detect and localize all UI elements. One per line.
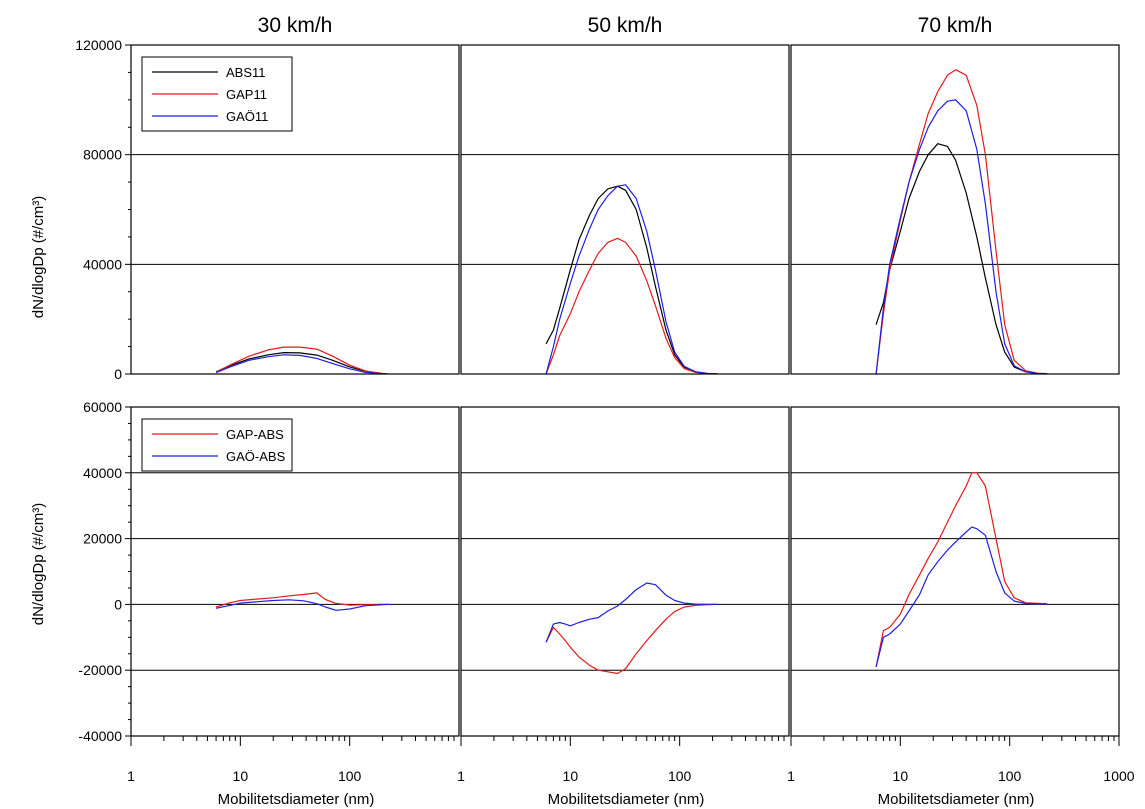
x-tick-label: 1 [457, 768, 465, 784]
legend-box [141, 418, 293, 472]
chart-panel-1: 30 km/h 0 40000 80000 120000 ABS11 GAP11 GAÖ11 [75, 14, 460, 382]
x-tick-label: 100 [338, 768, 362, 784]
y-axis-label-bottom: dN/dlogDp (#/cm³) [30, 503, 47, 626]
chart-panel-3: 70 km/h [790, 14, 1120, 375]
y-tick-label: 80000 [83, 147, 122, 163]
series-line-gaö11 [545, 184, 718, 375]
series-line-gap-abs [875, 472, 1048, 668]
panel-title: 30 km/h [258, 14, 333, 37]
chart-panel-5: 1 10 100 [457, 406, 790, 784]
chart-panel-6: 1 10 100 1000 [787, 406, 1135, 784]
series-line-gap-abs [545, 603, 718, 675]
series-line-gaö-abs [215, 599, 390, 611]
y-tick-label: 40000 [83, 465, 122, 481]
panel-title: 70 km/h [918, 14, 993, 37]
series-line-gaö11 [215, 354, 388, 375]
series-line-gap11 [545, 237, 718, 375]
plot-frame [460, 44, 790, 375]
x-axis-label-2: Mobilitetsdiameter (nm) [548, 791, 705, 808]
legend-label: GAP11 [226, 87, 267, 102]
y-tick-label: 60000 [83, 399, 122, 415]
series-line-abs11 [875, 143, 1048, 375]
x-tick-label: 100 [998, 768, 1022, 784]
series-line-gaö-abs [545, 582, 718, 643]
plot-frame [790, 44, 1120, 375]
y-tick-label: 0 [114, 366, 122, 382]
y-tick-label: 20000 [83, 531, 122, 547]
x-tick-label: 10 [563, 768, 579, 784]
plot-frame [460, 406, 790, 737]
y-tick-label: 120000 [75, 37, 122, 53]
y-tick-label: 0 [114, 596, 122, 612]
series-line-gap11 [215, 346, 388, 375]
x-tick-label: 1 [127, 768, 135, 784]
x-axis-label-1: Mobilitetsdiameter (nm) [218, 791, 375, 808]
panel-title: 50 km/h [588, 14, 663, 37]
y-axis-label-top: dN/dlogDp (#/cm³) [30, 196, 47, 319]
plot-frame [790, 406, 1120, 737]
x-tick-label: 1000 [1103, 768, 1134, 784]
x-tick-label: 100 [668, 768, 692, 784]
legend-label: GAÖ-ABS [226, 449, 286, 464]
x-tick-label: 10 [893, 768, 909, 784]
series-line-abs11 [545, 185, 718, 375]
legend-label: ABS11 [226, 65, 266, 80]
legend: ABS11 GAP11 GAÖ11 [141, 56, 293, 132]
chart-panel-2: 50 km/h [460, 14, 790, 375]
series-line-gap-abs [215, 592, 390, 608]
x-tick-label: 10 [233, 768, 249, 784]
series-line-gaö11 [875, 99, 1048, 375]
legend-label: GAP-ABS [226, 427, 284, 442]
x-tick-label: 1 [787, 768, 795, 784]
y-tick-label: -40000 [78, 728, 122, 744]
legend-label: GAÖ11 [226, 109, 268, 124]
y-tick-label: -20000 [78, 662, 122, 678]
y-tick-label: 40000 [83, 256, 122, 272]
x-axis-label-3: Mobilitetsdiameter (nm) [878, 791, 1035, 808]
series-line-gaö-abs [875, 526, 1048, 668]
series-line-gap11 [875, 69, 1048, 375]
chart-panel-4: -40000 -20000 0 20000 40000 60000 1 10 100 GAP-AB… [78, 399, 460, 784]
legend: GAP-ABS GAÖ-ABS [141, 418, 293, 472]
